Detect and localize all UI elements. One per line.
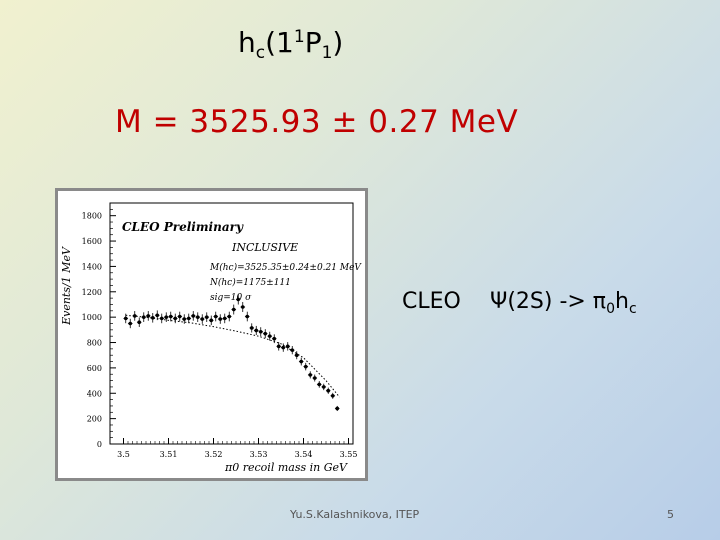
annotation-significance: sig=10 σ — [210, 293, 252, 303]
data-point — [227, 314, 232, 319]
data-point — [272, 336, 277, 341]
data-point — [209, 318, 214, 323]
data-point — [137, 320, 142, 325]
data-point — [245, 314, 250, 319]
x-tick-label: 3.51 — [160, 450, 178, 459]
annotation-mass-fit: M(hc)=3525.35±0.24±0.21 MeV — [209, 262, 362, 273]
y-tick-label: 800 — [87, 339, 102, 348]
data-point — [164, 315, 169, 319]
annotation-preliminary: CLEO Preliminary — [122, 220, 244, 234]
data-point — [222, 316, 227, 321]
y-tick-label: 0 — [97, 440, 102, 449]
data-point — [281, 345, 286, 350]
cleo-plot: 0 200 400 600 800 1000 1200 1400 1600 1800 3.5 3.51… — [55, 188, 368, 481]
data-point — [155, 313, 160, 318]
cleo-label: CLEO — [402, 289, 461, 314]
data-point — [123, 316, 128, 321]
data-point — [335, 406, 340, 411]
y-tick-label: 1600 — [82, 237, 102, 246]
data-point — [159, 316, 164, 321]
y-tick-label: 1000 — [82, 313, 102, 322]
x-axis-label: π0 recoil mass in GeV — [224, 461, 348, 474]
data-point — [317, 382, 322, 387]
data-point — [308, 373, 313, 377]
data-point — [191, 314, 196, 318]
data-point — [168, 314, 173, 319]
decay-process: Ψ(2S) -> π0hc — [490, 289, 637, 317]
data-point — [200, 317, 205, 321]
footer-author: Yu.S.Kalashnikova, ITEP — [290, 508, 420, 521]
data-point — [128, 321, 133, 326]
background-fit-line — [125, 314, 340, 398]
data-point — [294, 353, 299, 358]
data-point — [285, 344, 290, 349]
data-point — [267, 334, 272, 338]
data-point — [231, 307, 236, 312]
data-point — [258, 329, 263, 334]
x-tick-label: 3.5 — [117, 450, 130, 459]
x-tick-label: 3.52 — [205, 450, 223, 459]
chart-svg: 0 200 400 600 800 1000 1200 1400 1600 1800 3.5 3.51… — [60, 202, 362, 474]
data-point — [186, 316, 191, 321]
data-point — [213, 314, 218, 319]
data-point — [263, 331, 268, 336]
mass-result: M = 3525.93 ± 0.27 MeV — [115, 104, 519, 140]
page-number: 5 — [667, 508, 674, 521]
y-tick-label: 200 — [87, 415, 102, 424]
data-point — [276, 344, 281, 349]
data-point — [182, 317, 187, 321]
plot-frame — [109, 202, 354, 445]
data-point — [141, 315, 146, 319]
annotation-inclusive: INCLUSIVE — [231, 241, 298, 254]
data-point — [240, 305, 245, 309]
x-tick-label: 3.53 — [250, 450, 268, 459]
data-point — [195, 315, 200, 319]
data-point — [236, 297, 241, 302]
data-point — [326, 388, 331, 393]
data-point — [249, 326, 254, 330]
y-tick-label: 400 — [87, 389, 102, 398]
data-point — [132, 314, 137, 318]
data-point — [299, 359, 304, 364]
x-tick-label: 3.55 — [340, 450, 358, 459]
data-point — [177, 314, 182, 319]
x-tick-label: 3.54 — [295, 450, 313, 459]
y-tick-label: 600 — [87, 364, 102, 373]
data-point — [303, 364, 308, 369]
y-tick-label: 1800 — [82, 212, 102, 221]
data-point — [290, 348, 295, 352]
y-tick-label: 1200 — [82, 288, 102, 297]
y-tick-label: 1400 — [82, 262, 102, 271]
data-point — [254, 328, 259, 333]
data-point — [204, 315, 209, 319]
data-point — [173, 316, 178, 321]
data-point — [330, 394, 335, 398]
data-point — [312, 376, 317, 380]
data-point — [150, 315, 155, 320]
data-point — [218, 317, 223, 321]
y-axis-label: Events/1 MeV — [60, 246, 73, 326]
slide-title: hc(11P1) — [238, 26, 344, 63]
data-point — [321, 385, 326, 389]
data-point — [146, 314, 151, 318]
annotation-yield: N(hc)=1175±111 — [209, 277, 291, 288]
